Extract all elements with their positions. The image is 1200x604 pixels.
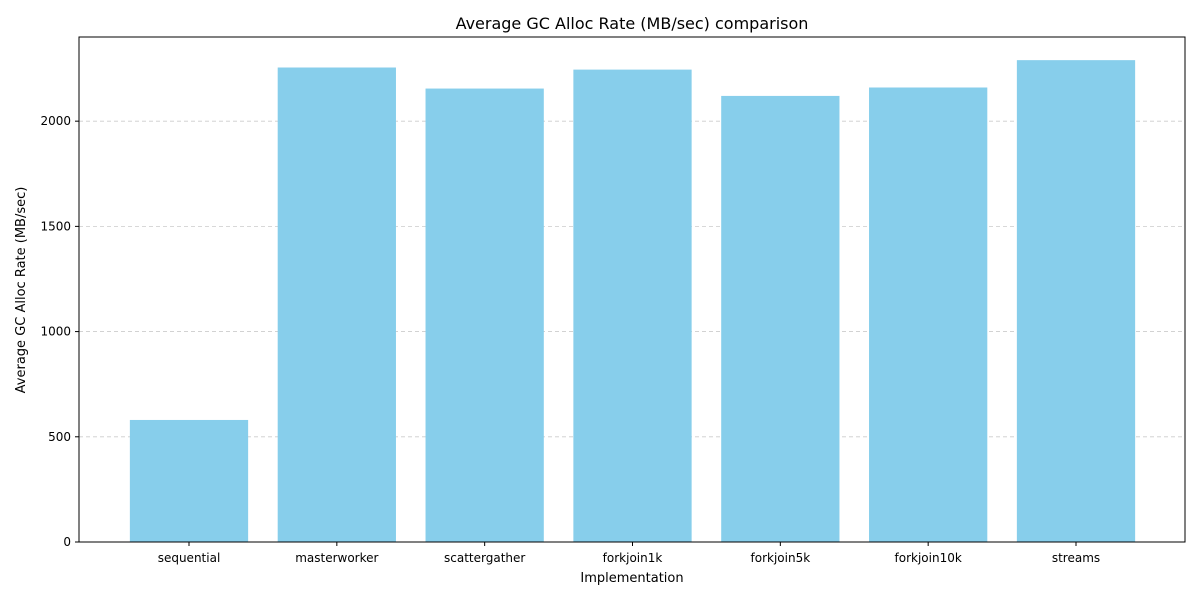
bar-streams (1016, 60, 1136, 542)
bar-masterworker (277, 67, 396, 543)
bar-forkjoin1k (573, 69, 692, 542)
bar-sequential (129, 419, 249, 542)
y-axis-ticks: 0 500 1000 1500 2000 (40, 114, 79, 549)
x-tick-label: forkjoin1k (603, 551, 663, 565)
y-axis-label: Average GC Alloc Rate (MB/sec) (14, 187, 29, 394)
y-tick-label: 0 (63, 535, 71, 549)
x-tick-label: streams (1052, 551, 1100, 565)
y-tick-label: 500 (48, 430, 71, 444)
bar-scattergather (425, 88, 544, 542)
x-tick-label: sequential (158, 551, 221, 565)
y-tick-label: 1000 (40, 325, 71, 339)
x-axis-ticks: sequential masterworker scattergather forkj… (158, 542, 1100, 565)
bars (129, 60, 1136, 543)
bar-forkjoin10k (869, 87, 988, 542)
y-tick-label: 1500 (40, 219, 71, 233)
chart-title: Average GC Alloc Rate (MB/sec) compariso… (456, 14, 809, 33)
bar-forkjoin5k (721, 95, 840, 543)
x-axis-label: Implementation (580, 571, 683, 586)
x-tick-label: forkjoin5k (751, 551, 811, 565)
x-tick-label: scattergather (444, 551, 525, 565)
x-tick-label: masterworker (295, 551, 378, 565)
y-tick-label: 2000 (40, 114, 71, 128)
x-tick-label: forkjoin10k (895, 551, 962, 565)
